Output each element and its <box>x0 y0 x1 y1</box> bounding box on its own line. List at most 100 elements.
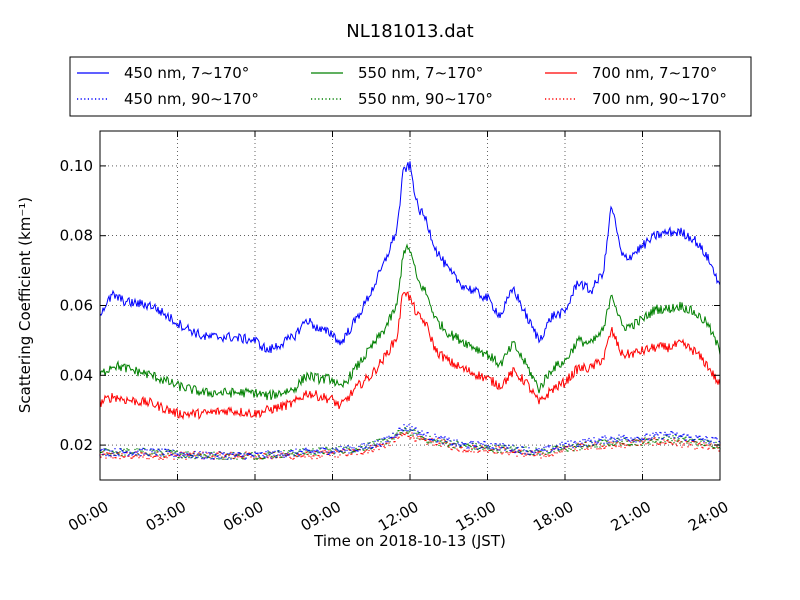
data-point <box>404 427 406 429</box>
data-point <box>496 450 498 452</box>
data-point <box>675 434 677 437</box>
data-point <box>189 453 191 456</box>
data-point <box>376 445 378 447</box>
data-point <box>411 426 413 428</box>
data-point <box>468 449 470 451</box>
data-point <box>344 449 346 451</box>
data-point <box>298 455 300 457</box>
data-point <box>541 453 543 455</box>
data-point <box>406 431 408 433</box>
data-point <box>206 456 208 458</box>
data-point <box>277 450 279 452</box>
data-point <box>612 444 614 446</box>
data-point <box>564 445 566 447</box>
data-point <box>267 450 269 452</box>
data-point <box>485 446 487 449</box>
data-point <box>528 447 530 449</box>
data-point <box>517 450 519 452</box>
data-point <box>578 445 580 447</box>
data-point <box>636 436 638 438</box>
data-point <box>412 435 414 437</box>
data-point <box>609 443 611 445</box>
data-point <box>414 427 416 429</box>
data-point <box>112 457 114 459</box>
data-point <box>109 450 111 452</box>
data-point <box>470 451 472 453</box>
data-point <box>452 443 454 445</box>
data-point <box>364 450 366 453</box>
data-point <box>454 443 456 445</box>
data-point <box>296 456 298 458</box>
data-point <box>143 454 145 456</box>
data-point <box>651 439 653 441</box>
data-point <box>480 446 482 448</box>
data-point <box>511 448 513 450</box>
data-point <box>649 443 651 445</box>
data-point <box>490 449 492 451</box>
data-point <box>217 454 219 456</box>
data-point <box>236 455 238 457</box>
data-point <box>687 434 689 436</box>
data-point <box>321 455 323 457</box>
data-point <box>223 452 225 454</box>
data-point <box>279 454 281 456</box>
data-point <box>365 445 367 447</box>
data-point <box>698 438 700 440</box>
data-point <box>673 438 675 440</box>
data-point <box>135 451 137 453</box>
data-point <box>156 450 158 452</box>
data-point <box>482 443 484 445</box>
data-point <box>647 439 649 441</box>
data-point <box>665 442 667 444</box>
data-point <box>377 440 379 442</box>
data-point <box>706 437 708 439</box>
data-point <box>689 436 691 438</box>
data-point <box>254 451 256 453</box>
data-point <box>622 442 624 445</box>
data-point <box>137 453 139 455</box>
data-point <box>420 436 422 438</box>
data-point <box>475 443 477 445</box>
data-point <box>294 452 296 454</box>
data-point <box>487 445 489 447</box>
data-point <box>479 444 481 446</box>
data-point <box>495 443 497 445</box>
data-point <box>494 444 496 447</box>
data-point <box>202 451 204 453</box>
data-point <box>566 450 568 452</box>
data-point <box>536 449 538 451</box>
data-point <box>395 434 397 436</box>
data-point <box>487 451 489 453</box>
data-point <box>560 447 562 449</box>
data-point <box>162 458 164 460</box>
data-point <box>657 443 659 445</box>
data-point <box>545 453 547 455</box>
data-point <box>208 452 210 454</box>
data-point <box>128 455 130 457</box>
data-point <box>438 442 440 444</box>
data-point <box>185 456 187 459</box>
data-point <box>568 443 570 445</box>
data-point <box>303 454 305 456</box>
data-point <box>547 452 549 454</box>
data-point <box>267 457 269 459</box>
data-point <box>603 444 605 446</box>
data-point <box>370 448 372 450</box>
data-point <box>426 443 428 445</box>
data-point <box>473 451 475 453</box>
data-point <box>327 448 329 451</box>
data-point <box>268 455 270 457</box>
data-point <box>405 432 407 434</box>
data-point <box>211 457 213 459</box>
data-point <box>699 438 701 440</box>
data-point <box>488 446 490 448</box>
data-point <box>680 436 682 438</box>
data-point <box>382 443 384 446</box>
data-point <box>555 445 557 447</box>
data-point <box>687 440 689 442</box>
data-point <box>605 445 607 447</box>
data-point <box>716 446 718 448</box>
data-point <box>630 437 632 439</box>
data-point <box>600 442 602 444</box>
